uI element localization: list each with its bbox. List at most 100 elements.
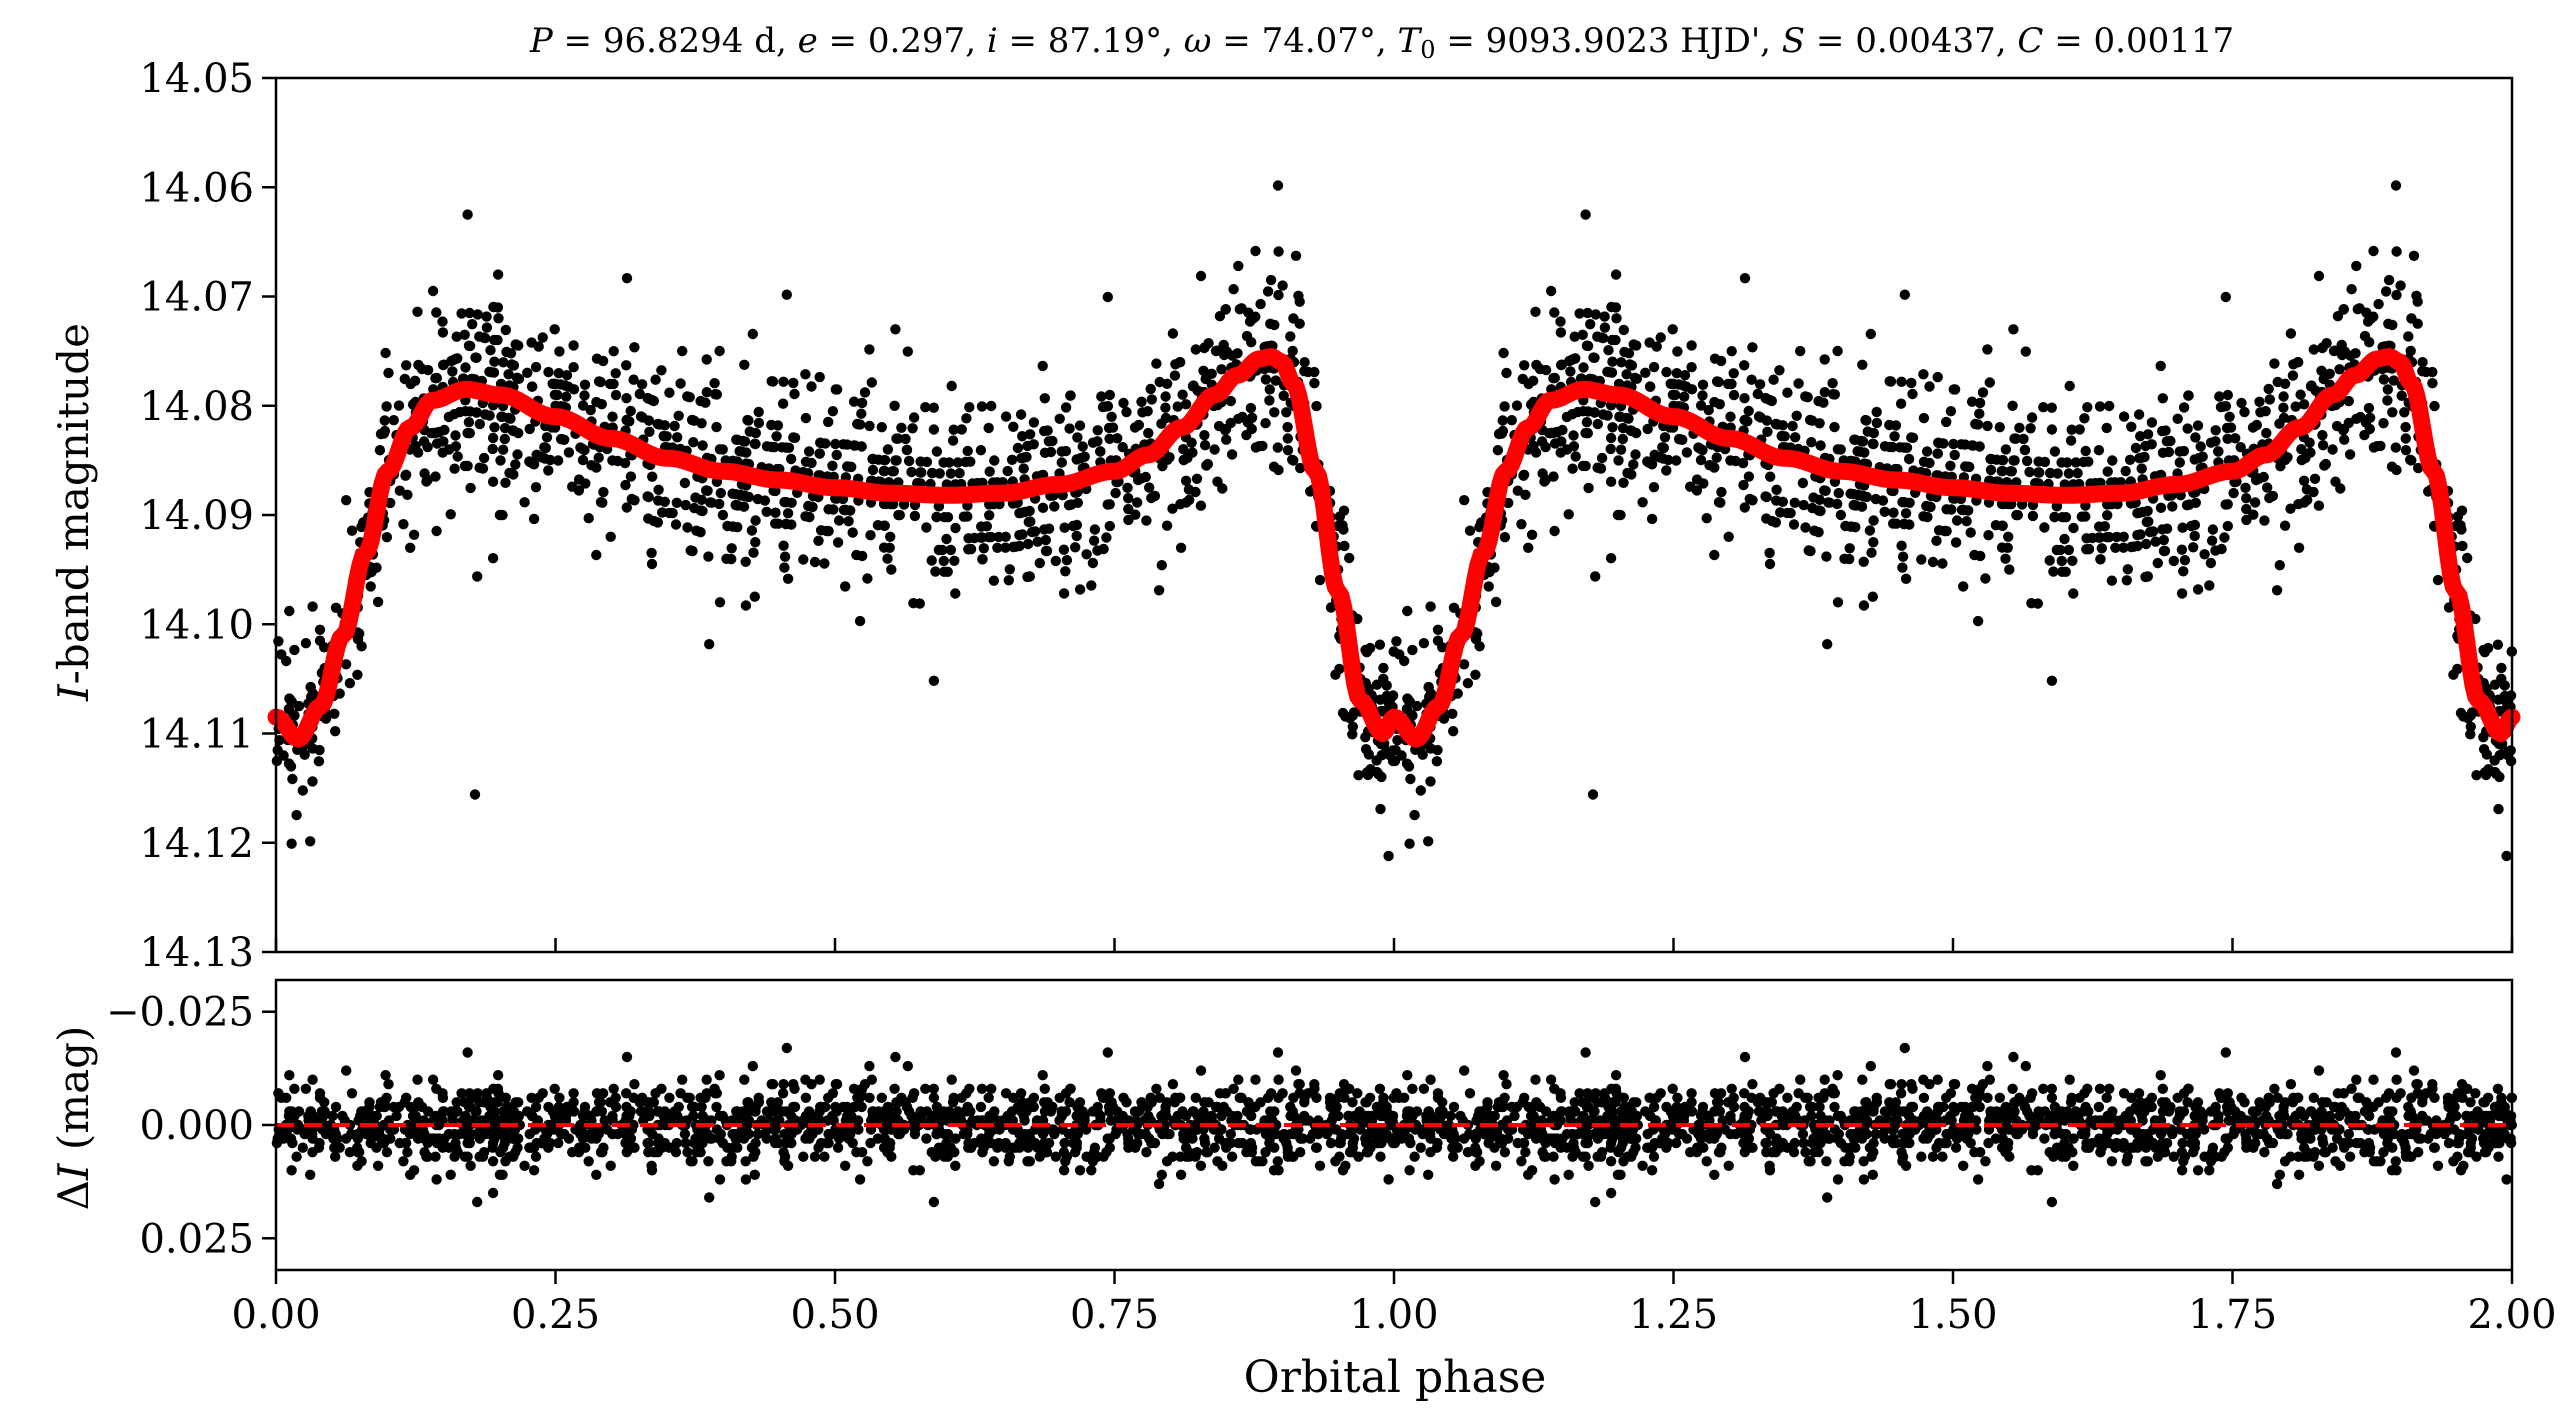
light-curve-point: [437, 327, 449, 338]
light-curve-point: [1191, 473, 1203, 484]
light-curve-point: [383, 367, 394, 379]
residual-point: [1180, 1110, 1192, 1122]
light-curve-point: [1015, 409, 1027, 420]
residual-point: [472, 1196, 483, 1208]
light-curve-point: [1644, 457, 1656, 469]
light-curve-point: [2206, 535, 2218, 546]
light-curve-point: [1016, 507, 1027, 518]
residual-point: [1290, 1065, 1302, 1076]
light-curve-point: [1418, 638, 1430, 649]
residual-point: [914, 1165, 925, 1176]
light-curve-point: [1064, 423, 1075, 434]
light-curve-point: [497, 411, 508, 422]
light-curve-point: [1199, 430, 1210, 441]
light-curve-point: [1549, 307, 1560, 318]
residual-point: [1829, 1101, 1840, 1113]
light-curve-point: [889, 400, 900, 411]
light-curve-point: [2146, 417, 2158, 428]
light-curve-point: [1821, 551, 1832, 562]
residual-point: [1916, 1151, 1927, 1162]
light-curve-point: [1250, 311, 1261, 322]
light-curve-point: [1549, 372, 1561, 384]
residual-point: [1343, 1110, 1354, 1122]
residual-point: [1605, 1187, 1617, 1199]
light-curve-point: [2470, 613, 2481, 625]
light-curve-point: [2351, 260, 2362, 272]
light-curve-point: [2024, 466, 2035, 478]
light-curve-point: [934, 468, 945, 479]
light-curve-point: [1651, 341, 1662, 352]
residual-point: [297, 1142, 308, 1153]
light-curve-point: [1399, 655, 1410, 667]
residual-point: [873, 1106, 884, 1117]
residual-point: [1250, 1101, 1261, 1113]
residual-point: [1285, 1101, 1296, 1113]
light-curve-point: [375, 428, 387, 440]
residual-point: [1153, 1178, 1165, 1190]
light-curve-point: [297, 785, 308, 796]
residual-point: [1039, 1106, 1051, 1117]
residual-point: [830, 1101, 841, 1113]
light-curve-point: [431, 372, 442, 384]
light-curve-point: [511, 372, 523, 383]
residual-point: [545, 1137, 556, 1149]
light-curve-point: [1704, 460, 1715, 471]
light-curve-point: [926, 555, 937, 566]
light-curve-point: [2405, 345, 2416, 357]
light-curve-point: [1949, 449, 1960, 461]
light-curve-point: [710, 389, 721, 400]
residual-point: [381, 1147, 393, 1158]
light-curve-point: [984, 466, 995, 477]
light-curve-point: [1666, 378, 1678, 389]
light-curve-point: [1681, 447, 1693, 458]
light-curve-point: [2264, 394, 2275, 405]
light-curve-point: [1578, 406, 1589, 417]
light-curve-point: [1314, 574, 1326, 586]
light-curve-point: [2309, 473, 2321, 484]
light-curve-point: [1858, 556, 1869, 567]
light-curve-point: [1626, 360, 1638, 371]
light-curve-point: [510, 339, 521, 350]
light-curve-point: [313, 756, 325, 767]
residual-point: [1941, 1092, 1952, 1104]
residual-point: [1709, 1169, 1720, 1181]
light-curve-point: [2382, 384, 2393, 395]
residual-point: [462, 1047, 473, 1058]
light-curve-point: [598, 486, 609, 498]
light-curve-point: [634, 388, 645, 400]
light-curve-point: [1041, 545, 1053, 557]
residual-point: [1402, 1070, 1413, 1081]
residual-point: [2176, 1165, 2188, 1176]
light-curve-point: [946, 380, 957, 392]
light-curve-point: [806, 381, 817, 392]
light-curve-point: [1088, 535, 1100, 546]
residual-point: [1174, 1092, 1186, 1104]
residual-point: [862, 1156, 873, 1167]
residual-point: [1289, 1128, 1300, 1140]
light-curve-point: [2236, 397, 2247, 409]
light-curve-point: [882, 553, 893, 564]
residual-point: [2378, 1147, 2389, 1158]
light-curve-point: [1679, 391, 1690, 402]
light-curve-point: [954, 468, 965, 479]
light-curve-point: [750, 438, 761, 450]
light-curve-point: [1077, 441, 1088, 452]
light-curve-point: [1711, 452, 1722, 463]
light-curve-point: [962, 445, 973, 457]
light-curve-point: [1818, 397, 1829, 408]
light-curve-point: [788, 377, 799, 389]
light-curve-point: [2007, 400, 2018, 411]
light-curve-point: [859, 387, 871, 398]
light-curve-point: [585, 404, 596, 416]
light-curve-point: [1432, 624, 1444, 635]
light-curve-point: [1178, 454, 1189, 466]
light-curve-point: [2499, 746, 2510, 757]
light-curve-point: [2466, 707, 2478, 718]
light-curve-point: [878, 465, 889, 477]
light-curve-point: [2301, 484, 2313, 495]
residual-point: [1074, 1165, 1086, 1176]
light-curve-point: [2501, 850, 2512, 862]
light-curve-point: [1198, 365, 1209, 376]
light-curve-point: [472, 571, 483, 582]
light-curve-point: [2000, 444, 2012, 455]
